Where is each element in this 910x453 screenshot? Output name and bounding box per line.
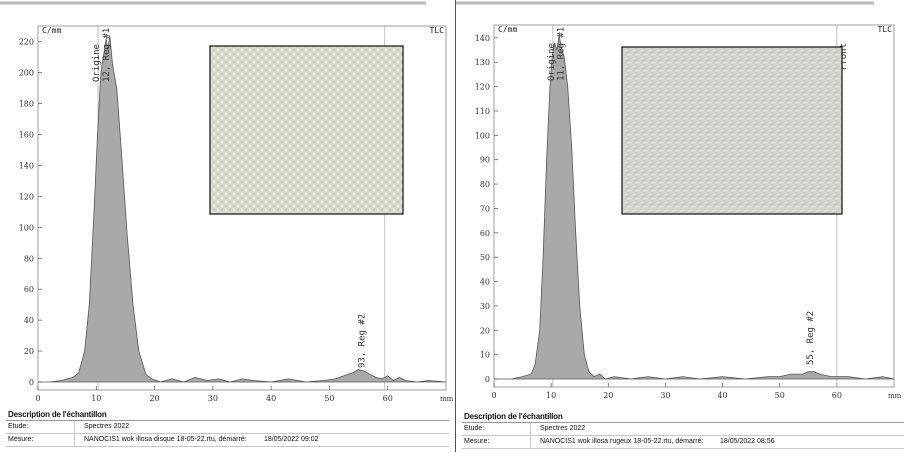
x-tick-label: 20 (149, 394, 159, 403)
study-label: Etude: (8, 423, 29, 430)
x-tick-label: 30 (208, 394, 218, 403)
y-tick-label: 200 (19, 69, 34, 78)
x-tick-label: 40 (717, 391, 727, 400)
peak-annotation: Origine (547, 43, 557, 81)
x-tick-label: 60 (832, 391, 842, 400)
x-tick-label: 40 (266, 394, 276, 403)
chromatogram-chart-right: 0 10 20 30 40 50 60 70 80 90 100 110 120 130 140 0 10 20 3… (456, 1, 902, 400)
y-tick-label: 140 (475, 34, 490, 43)
y-tick-label: 120 (475, 83, 490, 92)
y-tick-label: 20 (24, 347, 34, 356)
y-tick-label: 60 (480, 229, 490, 238)
measure-label: Mesure: (464, 438, 490, 445)
measure-value: NANOCIS1 wok illosa rugeux 18-05-22.rtu,… (540, 438, 704, 445)
x-tick-label: 30 (660, 391, 670, 400)
chromatogram-panel-right: 0 10 20 30 40 50 60 70 80 90 100 110 120 130 140 0 10 20 3… (456, 0, 910, 452)
chromatogram-chart-left: 0 20 40 60 80 100 120 140 160 180 200 220 0 10 20 30 40 5… (0, 1, 454, 403)
peak-annotation: 55, Reg #2 (806, 311, 816, 365)
y-tick-label: 100 (19, 223, 34, 232)
y-tick-label: 90 (480, 156, 490, 165)
description-row-study: Etude: Spectres 2022 (6, 421, 449, 434)
peak-annotation: 93, Reg #2 (357, 314, 367, 368)
peak-annotation: 12, Reg #1 (102, 28, 112, 82)
x-tick-label: 50 (775, 391, 785, 400)
surface-texture-photo (209, 45, 404, 215)
y-tick-label: 220 (19, 38, 34, 47)
x-tick-label: 60 (383, 394, 393, 403)
y-tick-label: 180 (19, 100, 34, 109)
study-label: Etude: (464, 425, 485, 432)
y-tick-label: 120 (19, 192, 34, 201)
chromatogram-area (38, 35, 447, 383)
description-table: Etude: Spectres 2022 Mesure: NANOCIS1 wo… (462, 422, 904, 453)
x-tick-label: 10 (91, 394, 101, 403)
y-tick-label: 30 (480, 302, 490, 311)
x-tick-label: 10 (546, 391, 556, 400)
panel-divider (455, 0, 456, 452)
y-tick-label: 160 (19, 131, 34, 140)
y-tick-label: 130 (475, 58, 490, 67)
description-title: Description de l'échantillon (8, 410, 107, 419)
measure-value: NANOCIS1 wok illosa disque 18-05-22.rtu,… (84, 436, 247, 443)
y-tick-label: 80 (480, 180, 490, 189)
y-tick-label: 0 (29, 378, 34, 387)
description-row-measure: Mesure: NANOCIS1 wok illosa disque 18-05… (6, 434, 449, 447)
x-axis-label: mm (888, 392, 902, 400)
y-tick-label: 80 (24, 254, 34, 263)
plot-frame (493, 24, 895, 388)
corner-label: TLC (878, 25, 893, 34)
y-tick-label: 60 (24, 285, 34, 294)
study-value: Spectres 2022 (84, 423, 130, 430)
description-row-measure: Mesure: NANOCIS1 wok illosa rugeux 18-05… (462, 436, 904, 449)
y-tick-label: 40 (480, 278, 490, 287)
front-label: Front (839, 43, 849, 70)
y-tick-label: 50 (480, 253, 490, 262)
y-tick-label: 40 (24, 316, 34, 325)
x-tick-label: 50 (324, 394, 334, 403)
chromatogram-area (494, 35, 895, 380)
x-tick-label: 0 (35, 394, 40, 403)
y-tick-label: 10 (480, 351, 490, 360)
measure-date: 18/05/2022 09:02 (264, 436, 319, 443)
corner-label: TLC (430, 26, 445, 35)
y-tick-label: 110 (475, 107, 490, 116)
measure-label: Mesure: (8, 436, 34, 443)
description-title: Description de l'échantillon (464, 412, 563, 421)
y-tick-label: 140 (19, 161, 34, 170)
x-axis-label: mm (440, 395, 454, 403)
y-tick-label: 0 (485, 375, 490, 384)
x-tick-label: 20 (603, 391, 613, 400)
y-tick-label: 70 (480, 204, 490, 213)
chromatogram-panel-left: 0 20 40 60 80 100 120 140 160 180 200 220 0 10 20 30 40 5… (0, 0, 455, 452)
peak-annotation: 11, Reg #1 (557, 27, 567, 81)
y-tick-label: 100 (475, 131, 490, 140)
y-axis-label: C/mm (42, 26, 61, 35)
description-row-study: Etude: Spectres 2022 (462, 423, 904, 436)
peak-annotation: Origine (92, 44, 102, 82)
x-tick-label: 0 (491, 391, 496, 400)
surface-texture-photo (621, 46, 843, 215)
y-axis-label: C/mm (498, 25, 517, 34)
measure-date: 18/05/2022 08:56 (720, 438, 775, 445)
y-tick-label: 20 (480, 326, 490, 335)
description-table: Etude: Spectres 2022 Mesure: NANOCIS1 wo… (6, 420, 449, 451)
plot-frame (37, 25, 447, 391)
study-value: Spectres 2022 (540, 425, 586, 432)
